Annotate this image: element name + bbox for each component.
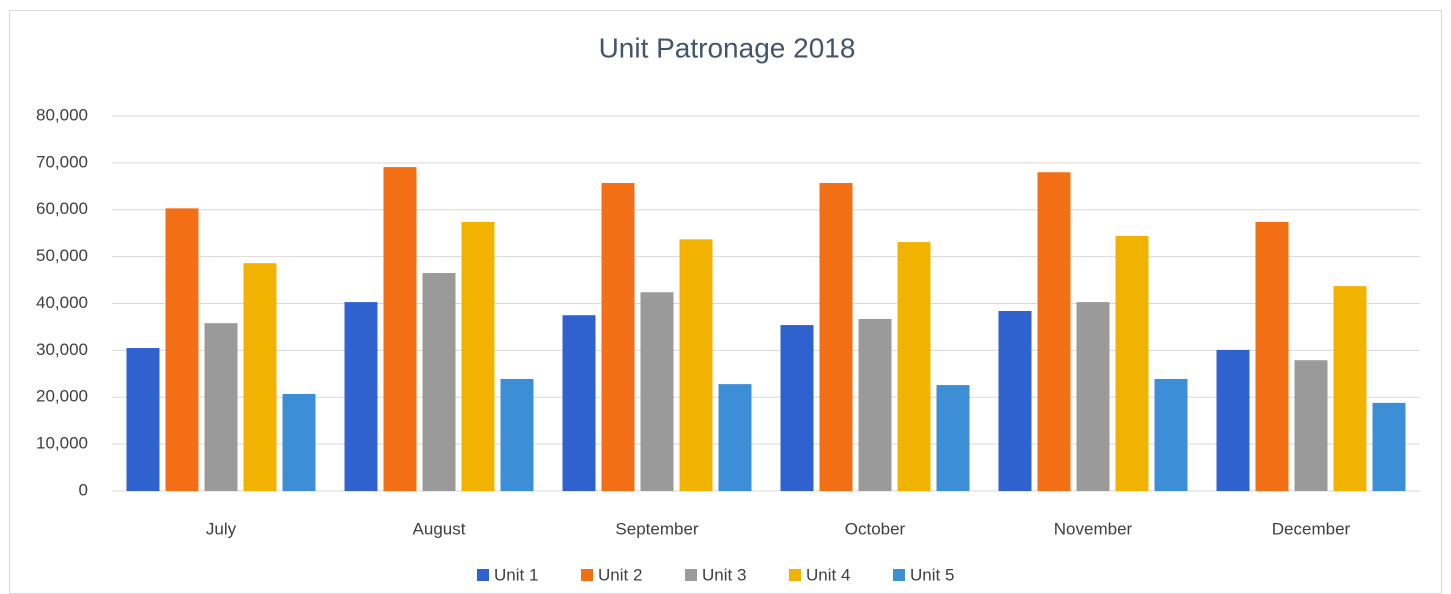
- chart-border: [9, 10, 1442, 594]
- bar: [1154, 378, 1188, 491]
- bar: [500, 378, 534, 491]
- x-tick-label: October: [845, 519, 906, 538]
- x-tick-label: September: [615, 519, 698, 538]
- bar: [282, 393, 316, 491]
- bar: [1255, 221, 1289, 491]
- bar: [780, 325, 814, 491]
- x-tick-label: July: [206, 519, 237, 538]
- bar: [204, 323, 238, 491]
- bar: [562, 315, 596, 491]
- bar: [858, 318, 892, 491]
- y-tick-label: 40,000: [36, 293, 88, 312]
- bar: [344, 302, 378, 491]
- legend-swatch: [789, 569, 801, 581]
- y-tick-label: 80,000: [36, 105, 88, 124]
- legend-swatch: [477, 569, 489, 581]
- bar: [422, 273, 456, 491]
- bar: [165, 208, 199, 491]
- y-tick-label: 20,000: [36, 387, 88, 406]
- x-tick-label: December: [1272, 519, 1351, 538]
- bar: [718, 384, 752, 491]
- legend-label: Unit 3: [702, 565, 746, 584]
- y-tick-label: 0: [79, 480, 88, 499]
- x-tick-label: August: [413, 519, 466, 538]
- y-tick-label: 70,000: [36, 152, 88, 171]
- legend-label: Unit 1: [494, 565, 538, 584]
- bar: [819, 183, 853, 491]
- bar: [1372, 402, 1406, 491]
- bar: [1216, 349, 1250, 491]
- legend-label: Unit 4: [806, 565, 850, 584]
- y-tick-label: 30,000: [36, 340, 88, 359]
- bar: [461, 221, 495, 491]
- bar: [601, 183, 635, 491]
- bar: [936, 385, 970, 491]
- x-tick-label: November: [1054, 519, 1133, 538]
- y-tick-label: 10,000: [36, 434, 88, 453]
- bar: [897, 242, 931, 491]
- legend-swatch: [893, 569, 905, 581]
- bar: [1294, 360, 1328, 491]
- bar: [1333, 286, 1367, 491]
- bar: [998, 311, 1032, 491]
- y-tick-label: 60,000: [36, 199, 88, 218]
- bar: [640, 292, 674, 491]
- bar: [1076, 302, 1110, 491]
- bar: [1037, 172, 1071, 491]
- y-tick-label: 50,000: [36, 246, 88, 265]
- bar: [243, 263, 277, 491]
- legend-swatch: [685, 569, 697, 581]
- bar: [1115, 236, 1149, 491]
- chart-title: Unit Patronage 2018: [599, 32, 856, 63]
- legend-swatch: [581, 569, 593, 581]
- bar: [126, 348, 160, 491]
- bar: [383, 167, 417, 491]
- legend-label: Unit 5: [910, 565, 954, 584]
- bar: [679, 239, 713, 491]
- legend-label: Unit 2: [598, 565, 642, 584]
